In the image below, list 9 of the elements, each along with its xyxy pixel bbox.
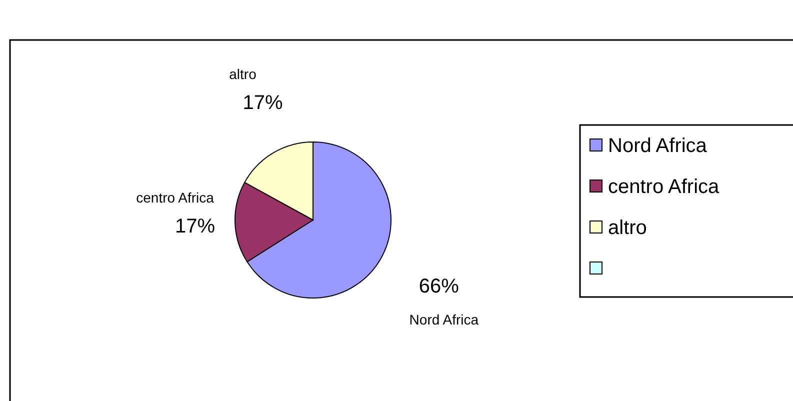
slice-label: Nord Africa	[409, 311, 479, 328]
slice-label: centro Africa	[136, 189, 214, 206]
data-label: 17%	[175, 215, 216, 238]
legend-label: Nord Africa	[608, 135, 708, 157]
legend-label: altro	[608, 217, 647, 239]
slice-label: altro	[229, 66, 257, 82]
legend-label: centro Africa	[608, 176, 720, 198]
data-label: 66%	[418, 275, 460, 298]
data-label: 17%	[242, 92, 283, 114]
